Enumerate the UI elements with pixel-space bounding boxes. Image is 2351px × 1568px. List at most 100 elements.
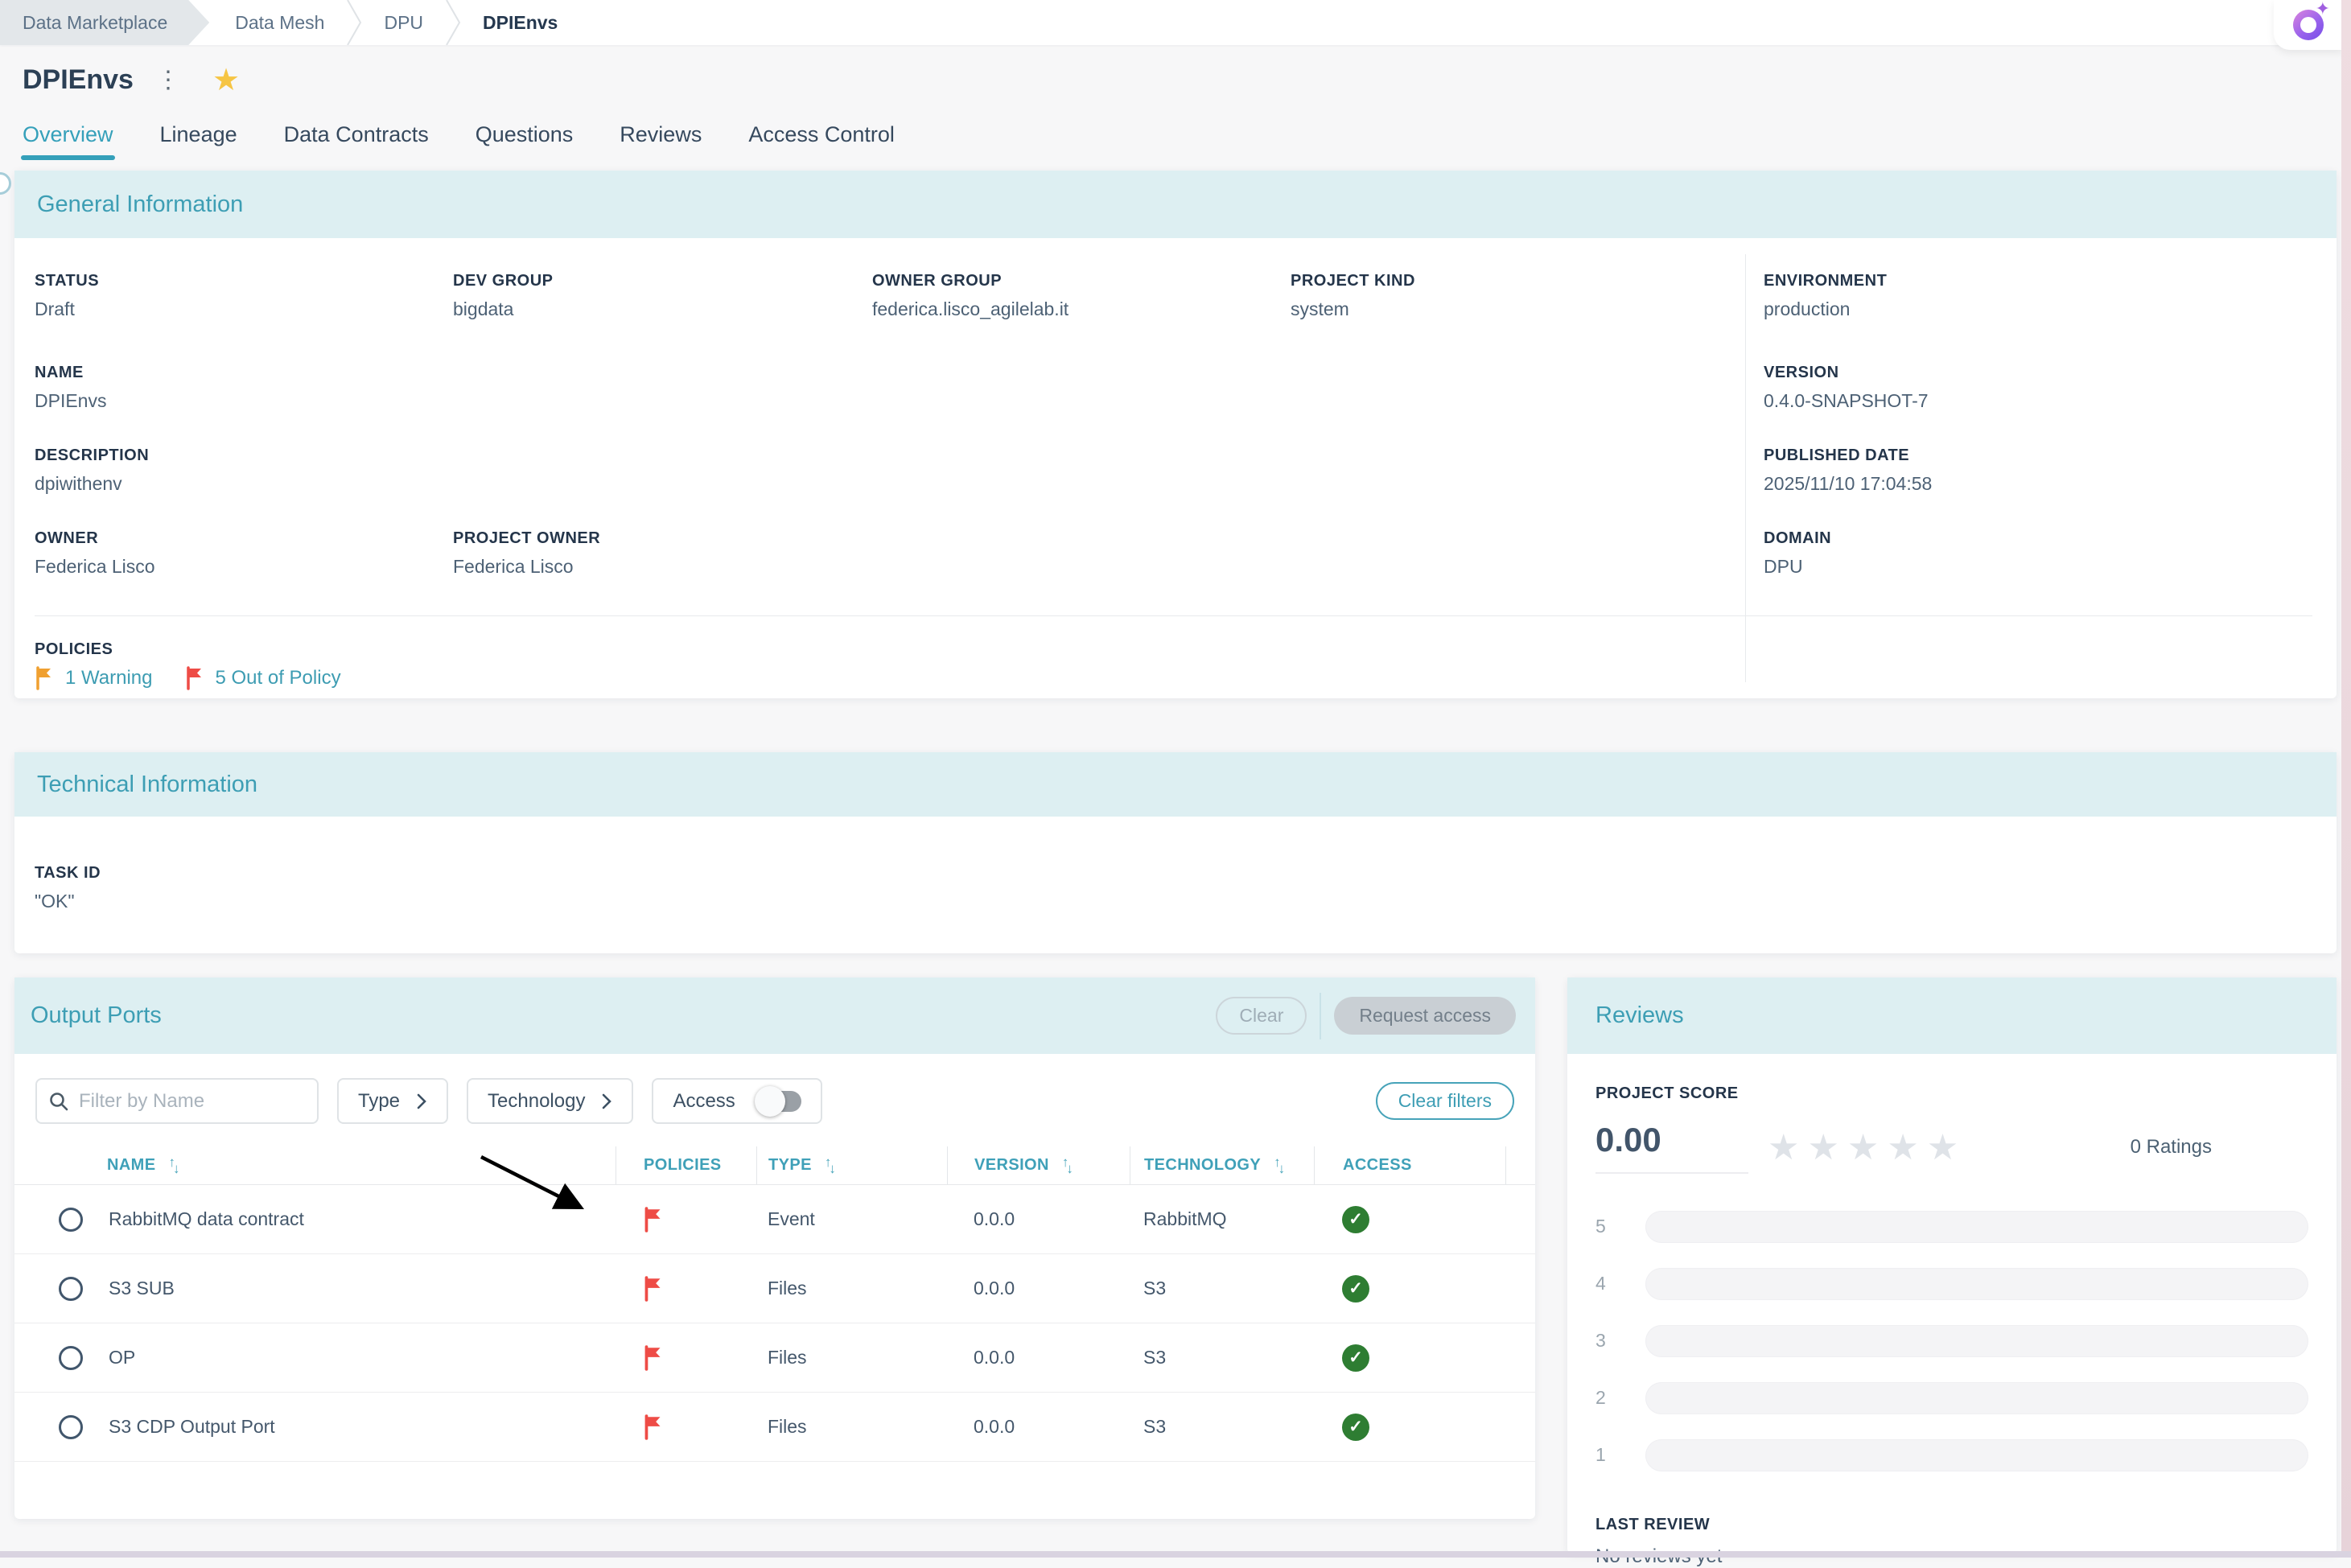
technical-information-panel: Technical Information TASK ID "OK" bbox=[14, 752, 2337, 953]
field-description: DESCRIPTION dpiwithenv bbox=[35, 447, 150, 494]
assistant-sparkle-logo-icon: ✦ bbox=[2293, 0, 2330, 40]
field-domain: DOMAIN DPU bbox=[1764, 529, 1832, 577]
output-port-technology: S3 bbox=[1143, 1347, 1167, 1368]
output-port-technology: S3 bbox=[1143, 1278, 1167, 1298]
rating-distribution: 5 4 3 2 1 bbox=[1595, 1198, 2308, 1484]
column-header-spacer bbox=[1505, 1146, 1535, 1184]
breadcrumb-item-dpu[interactable]: DPU bbox=[384, 11, 424, 33]
field-name: NAME DPIEnvs bbox=[35, 364, 107, 411]
field-published-date: PUBLISHED DATE 2025/11/10 17:04:58 bbox=[1764, 447, 1933, 494]
output-port-name: OP bbox=[109, 1347, 136, 1368]
section-title-output-ports: Output Ports bbox=[31, 1002, 162, 1028]
rating-stars-icon: ★★★★★ bbox=[1768, 1127, 1967, 1167]
breadcrumb-chevron-icon bbox=[347, 0, 362, 45]
output-port-version: 0.0.0 bbox=[974, 1208, 1015, 1229]
row-radio-button[interactable] bbox=[59, 1345, 83, 1370]
table-row[interactable]: RabbitMQ data contract Event 0.0.0 Rabbi… bbox=[14, 1185, 1535, 1254]
output-port-type: Files bbox=[768, 1278, 807, 1298]
rating-bar-row: 5 bbox=[1595, 1198, 2308, 1255]
tab[interactable]: Questions bbox=[475, 122, 574, 146]
output-port-version: 0.0.0 bbox=[974, 1347, 1015, 1368]
rating-bar bbox=[1645, 1267, 2308, 1300]
assistant-button[interactable]: ✦ bbox=[2274, 0, 2343, 50]
page-title: DPIEnvs bbox=[23, 64, 134, 95]
toggle-thumb bbox=[754, 1085, 785, 1117]
breadcrumb: Data Marketplace Data Mesh DPU DPIEnvs bbox=[0, 0, 2337, 45]
rating-bar-label: 4 bbox=[1595, 1273, 1606, 1294]
technology-filter-dropdown[interactable]: Technology bbox=[467, 1078, 634, 1124]
policy-warning-link[interactable]: 1 Warning bbox=[35, 666, 153, 690]
button-divider bbox=[1320, 992, 1322, 1039]
sort-icon: ↑↓ bbox=[1061, 1154, 1073, 1176]
rating-bar bbox=[1645, 1381, 2308, 1414]
flag-error-icon bbox=[644, 1414, 661, 1440]
field-environment: ENVIRONMENT production bbox=[1764, 272, 1888, 319]
clear-filters-button[interactable]: Clear filters bbox=[1375, 1082, 1514, 1120]
name-filter-input[interactable] bbox=[79, 1089, 306, 1113]
rating-bar-label: 5 bbox=[1595, 1216, 1606, 1237]
breadcrumb-chevron-icon bbox=[446, 0, 461, 45]
drawer-handle[interactable] bbox=[0, 172, 11, 195]
policy-out-of-policy-link[interactable]: 5 Out of Policy bbox=[185, 666, 341, 690]
favorite-star-icon[interactable]: ★ bbox=[212, 63, 241, 97]
rating-bar-row: 3 bbox=[1595, 1312, 2308, 1369]
column-header-technology[interactable]: TECHNOLOGY ↑↓ bbox=[1130, 1146, 1314, 1184]
tab[interactable]: Lineage bbox=[159, 122, 237, 146]
last-review-label: LAST REVIEW bbox=[1595, 1516, 1711, 1533]
section-title-technical-information: Technical Information bbox=[37, 771, 258, 797]
access-granted-icon: ✓ bbox=[1342, 1274, 1369, 1303]
row-radio-button[interactable] bbox=[59, 1276, 83, 1301]
column-header-type[interactable]: TYPE ↑↓ bbox=[756, 1146, 947, 1184]
tab[interactable]: Data Contracts bbox=[283, 122, 429, 146]
horizontal-divider bbox=[35, 615, 2312, 616]
rating-bar bbox=[1645, 1438, 2308, 1471]
tab[interactable]: Reviews bbox=[620, 122, 702, 146]
row-radio-button[interactable] bbox=[59, 1414, 83, 1439]
column-header-name[interactable]: NAME ↑↓ bbox=[107, 1154, 179, 1176]
sort-icon: ↑↓ bbox=[824, 1154, 836, 1176]
breadcrumb-item-current: DPIEnvs bbox=[483, 11, 558, 33]
table-row[interactable]: S3 SUB Files 0.0.0 S3 ✓ bbox=[14, 1254, 1535, 1323]
output-port-name: RabbitMQ data contract bbox=[109, 1208, 304, 1229]
flag-warning-icon bbox=[36, 666, 51, 690]
flag-error-icon bbox=[644, 1275, 661, 1302]
tab[interactable]: Access Control bbox=[748, 122, 895, 146]
section-title-general-information: General Information bbox=[37, 191, 244, 217]
rating-bar-row: 2 bbox=[1595, 1369, 2308, 1426]
rating-bar bbox=[1645, 1210, 2308, 1243]
rating-bar-label: 1 bbox=[1595, 1444, 1606, 1465]
kebab-menu-icon[interactable]: ⋮ bbox=[155, 66, 180, 93]
column-header-version[interactable]: VERSION ↑↓ bbox=[947, 1146, 1130, 1184]
field-owner-group: OWNER GROUP federica.lisco_agilelab.it bbox=[872, 272, 1069, 319]
chevron-right-icon bbox=[417, 1093, 426, 1109]
name-filter-field[interactable] bbox=[35, 1078, 319, 1124]
access-toggle[interactable] bbox=[754, 1085, 801, 1117]
vertical-divider bbox=[1745, 254, 1746, 682]
output-port-name: S3 SUB bbox=[109, 1278, 175, 1298]
flag-error-icon bbox=[644, 1344, 661, 1371]
project-score-label: PROJECT SCORE bbox=[1595, 1084, 1739, 1102]
access-filter-group: Access bbox=[652, 1078, 822, 1124]
breadcrumb-item-data-mesh[interactable]: Data Mesh bbox=[235, 11, 325, 33]
rating-bar-label: 2 bbox=[1595, 1387, 1606, 1408]
request-access-button[interactable]: Request access bbox=[1334, 997, 1516, 1035]
tab-bar: Overview Lineage Data Contracts Question… bbox=[21, 122, 895, 160]
field-project-owner: PROJECT OWNER Federica Lisco bbox=[453, 529, 601, 577]
field-version: VERSION 0.4.0-SNAPSHOT-7 bbox=[1764, 364, 1929, 411]
output-port-version: 0.0.0 bbox=[974, 1416, 1015, 1437]
table-row[interactable]: S3 CDP Output Port Files 0.0.0 S3 ✓ bbox=[14, 1393, 1535, 1462]
output-port-technology: S3 bbox=[1143, 1416, 1167, 1437]
sort-icon: ↑↓ bbox=[1274, 1154, 1285, 1176]
output-port-name: S3 CDP Output Port bbox=[109, 1416, 275, 1437]
table-row[interactable]: OP Files 0.0.0 S3 ✓ bbox=[14, 1323, 1535, 1393]
general-information-panel: General Information STATUS Draft DEV GRO… bbox=[14, 171, 2337, 698]
tab[interactable]: Overview bbox=[21, 122, 115, 160]
section-title-reviews: Reviews bbox=[1595, 1002, 1684, 1028]
row-radio-button[interactable] bbox=[59, 1207, 83, 1232]
clear-selection-button[interactable]: Clear bbox=[1216, 997, 1307, 1035]
access-granted-icon: ✓ bbox=[1342, 1413, 1369, 1441]
type-filter-dropdown[interactable]: Type bbox=[337, 1078, 449, 1124]
search-icon bbox=[50, 1092, 68, 1110]
breadcrumb-item-data-marketplace[interactable]: Data Marketplace bbox=[0, 0, 209, 45]
field-owner: OWNER Federica Lisco bbox=[35, 529, 155, 577]
